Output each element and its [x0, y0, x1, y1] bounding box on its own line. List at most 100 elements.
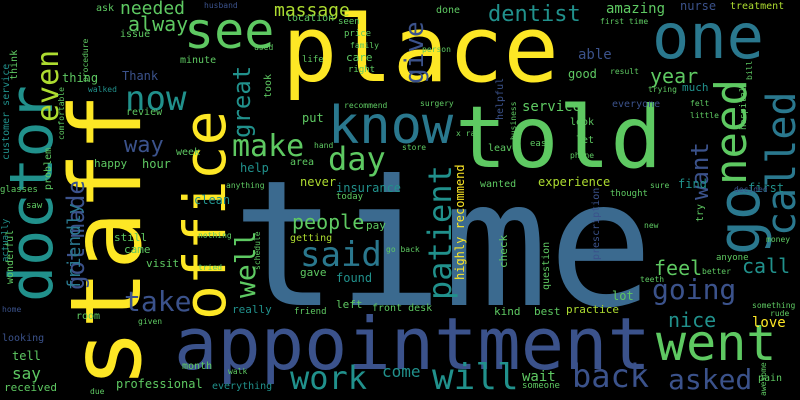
word-see: see	[184, 2, 275, 60]
word-everyone: everyone	[612, 99, 661, 110]
word-wait: wait	[522, 369, 556, 385]
word-right: right	[348, 65, 376, 75]
word-teeth: teeth	[640, 275, 665, 284]
word-say: say	[12, 364, 41, 383]
word-friendly: friendly	[64, 203, 85, 290]
word-sure: sure	[650, 181, 670, 190]
word-hospital: hospital	[739, 86, 749, 130]
word-great: great	[228, 65, 256, 138]
word-will: will	[432, 357, 519, 398]
word-work: work	[290, 359, 368, 397]
word-never: never	[300, 175, 337, 189]
word-found: found	[336, 271, 373, 285]
word-rude: rude	[770, 309, 790, 318]
word-life: life	[302, 55, 324, 65]
word-comfortable: comfortable	[57, 87, 66, 140]
word-find: find	[678, 177, 707, 191]
word-left: left	[336, 298, 363, 311]
word-prescription: prescription	[591, 187, 602, 260]
word-highly-recommend: highly recommend	[453, 164, 467, 280]
word-went: went	[656, 314, 777, 372]
word-practice: practice	[566, 303, 619, 316]
word-service: service	[522, 99, 582, 115]
word-one: one	[652, 0, 764, 73]
word-trying: trying	[648, 85, 677, 94]
word-happy: happy	[94, 157, 128, 170]
word-price: price	[344, 29, 372, 39]
word-came: came	[124, 243, 151, 256]
word-glasses: glasses	[0, 185, 38, 195]
word-year: year	[650, 64, 699, 88]
word-procedure: procedure	[81, 38, 90, 82]
word-friend: friend	[294, 307, 327, 317]
word-place: place	[282, 0, 559, 103]
word-treatment: treatment	[730, 1, 785, 12]
word-better: better	[702, 267, 731, 276]
word-received: received	[4, 381, 57, 394]
word-nothing: nothing	[198, 231, 232, 240]
word-check: check	[497, 234, 510, 268]
word-call: call	[742, 254, 791, 278]
word-told: told	[455, 88, 663, 188]
word-people: people	[292, 210, 365, 234]
word-feel: feel	[654, 256, 703, 280]
word-come: come	[382, 362, 421, 381]
word-surgery: surgery	[420, 99, 454, 108]
word-took: took	[263, 73, 274, 98]
word-question: question	[541, 241, 552, 290]
word-phone: phone	[570, 151, 595, 160]
word-thank: Thank	[122, 69, 159, 83]
word-due: due	[90, 387, 105, 396]
word-today: today	[336, 192, 364, 202]
word-hand: hand	[314, 141, 334, 150]
word-everything: everything	[212, 381, 273, 392]
word-said: said	[300, 235, 382, 275]
word-ask: ask	[96, 3, 115, 14]
word-called: called	[759, 91, 800, 237]
word-week: week	[176, 147, 201, 158]
word-something: something	[752, 301, 796, 310]
word-go-back: go back	[386, 245, 420, 254]
word-business: business	[509, 101, 518, 140]
word-love: love	[752, 315, 786, 331]
word-thought: thought	[610, 189, 648, 199]
word-first: first	[748, 181, 785, 195]
word-back: back	[572, 357, 650, 395]
word-gave: gave	[300, 266, 327, 279]
word-dentist: dentist	[488, 2, 581, 27]
word-tell: tell	[12, 349, 41, 363]
word-location: location	[286, 13, 335, 24]
word-amazing: amazing	[606, 1, 666, 17]
word-anything: anything	[226, 181, 265, 190]
word-massage: massage	[274, 0, 350, 21]
word-issue: issue	[120, 29, 151, 40]
word-front-desk: front desk	[372, 303, 433, 314]
word-home: home	[2, 305, 22, 314]
word-know: know	[328, 96, 454, 156]
word-nice: nice	[668, 308, 717, 332]
word-helpful: helpful	[495, 77, 506, 120]
word-month: month	[182, 361, 213, 372]
word-decided: decided	[734, 185, 768, 194]
word-awesome: awesome	[759, 362, 768, 396]
word-getting: getting	[290, 233, 333, 244]
word-looking: looking	[2, 333, 45, 344]
word-pain: pain	[758, 373, 783, 384]
word-done: done	[436, 5, 461, 16]
word-much: much	[682, 81, 709, 94]
word-review: review	[126, 107, 163, 118]
word-little: little	[690, 111, 719, 120]
word-take: take	[124, 285, 192, 318]
word-used: used	[254, 43, 274, 52]
word-experience: experience	[538, 175, 611, 189]
word-clean: clean	[194, 193, 231, 207]
word-easy: easy	[530, 139, 552, 149]
word-wanted: wanted	[480, 179, 517, 190]
word-going: going	[652, 273, 737, 306]
word-leave: leave	[488, 143, 519, 154]
word-appointment: appointment	[174, 302, 651, 386]
word-first-time: first time	[600, 17, 649, 26]
word-result: result	[610, 67, 639, 76]
word-thing: thing	[62, 71, 99, 85]
word-money: money	[766, 235, 791, 244]
